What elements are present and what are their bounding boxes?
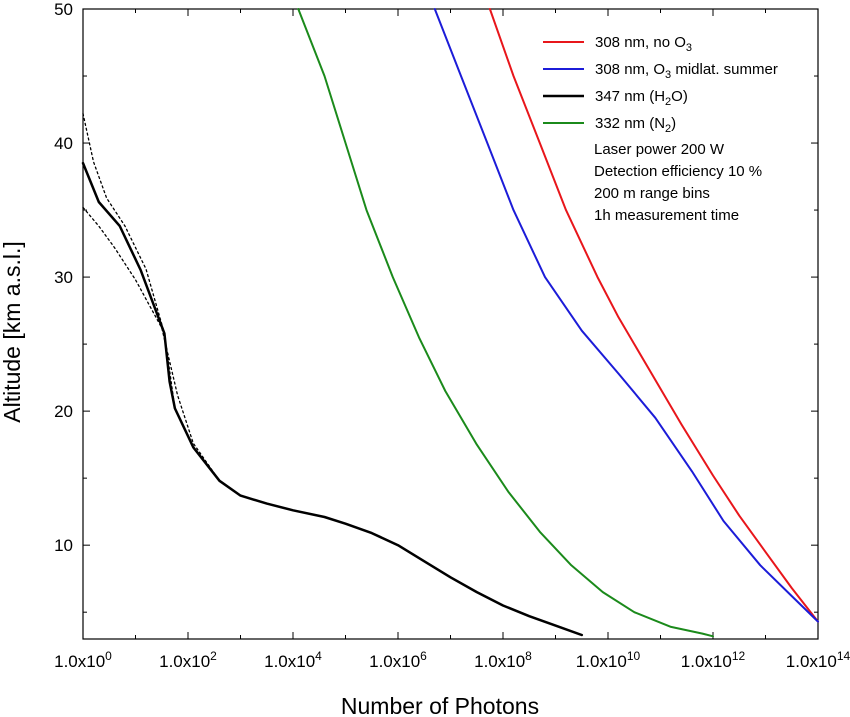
annotations: Laser power 200 W Detection efficiency 10… <box>594 141 762 224</box>
series-line-blue <box>433 8 819 623</box>
x-axis-title: Number of Photons <box>341 693 539 717</box>
x-tick-label: 1.0x102 <box>159 649 217 671</box>
series-line-green <box>297 8 714 638</box>
annotation-line: 1h measurement time <box>594 207 739 224</box>
y-axis-title: Altitude [km a.s.l.] <box>0 241 25 423</box>
annotation-line: Laser power 200 W <box>594 141 725 158</box>
series-layer <box>81 8 819 638</box>
y-tick-label: 50 <box>54 0 73 19</box>
plot-frame <box>82 8 819 640</box>
x-tick-label: 1.0x108 <box>474 649 532 671</box>
series-line-black-upper <box>82 112 221 482</box>
series-line-red <box>488 8 819 623</box>
x-tick-label: 1.0x104 <box>264 649 322 671</box>
legend-label-green: 332 nm (N2) <box>595 115 676 135</box>
x-tick-label: 1.0x106 <box>369 649 427 671</box>
x-tick-label: 1.0x1012 <box>681 649 746 671</box>
x-tick-label: 1.0x1014 <box>786 649 850 671</box>
legend-label-red: 308 nm, no O3 <box>595 34 692 54</box>
y-tick-label: 20 <box>54 402 73 421</box>
series-line-black <box>81 161 584 637</box>
annotation-line: 200 m range bins <box>594 185 710 202</box>
ticks: 1.0x100 1.0x102 1.0x104 1.0x106 1.0x108 1.0x1… <box>54 0 850 671</box>
legend-label-blue: 308 nm, O3 midlat. summer <box>595 61 778 81</box>
plot-area <box>82 8 819 640</box>
y-tick-label: 10 <box>54 536 73 555</box>
x-tick-label: 1.0x100 <box>54 649 112 671</box>
annotation-line: Detection efficiency 10 % <box>594 163 762 180</box>
legend: 308 nm, no O3 308 nm, O3 midlat. summer 34… <box>543 34 778 135</box>
series-line-black-lower <box>82 206 221 482</box>
legend-label-black: 347 nm (H2O) <box>595 88 688 108</box>
y-tick-label: 40 <box>54 134 73 153</box>
x-tick-label: 1.0x1010 <box>576 649 641 671</box>
y-tick-label: 30 <box>54 268 73 287</box>
